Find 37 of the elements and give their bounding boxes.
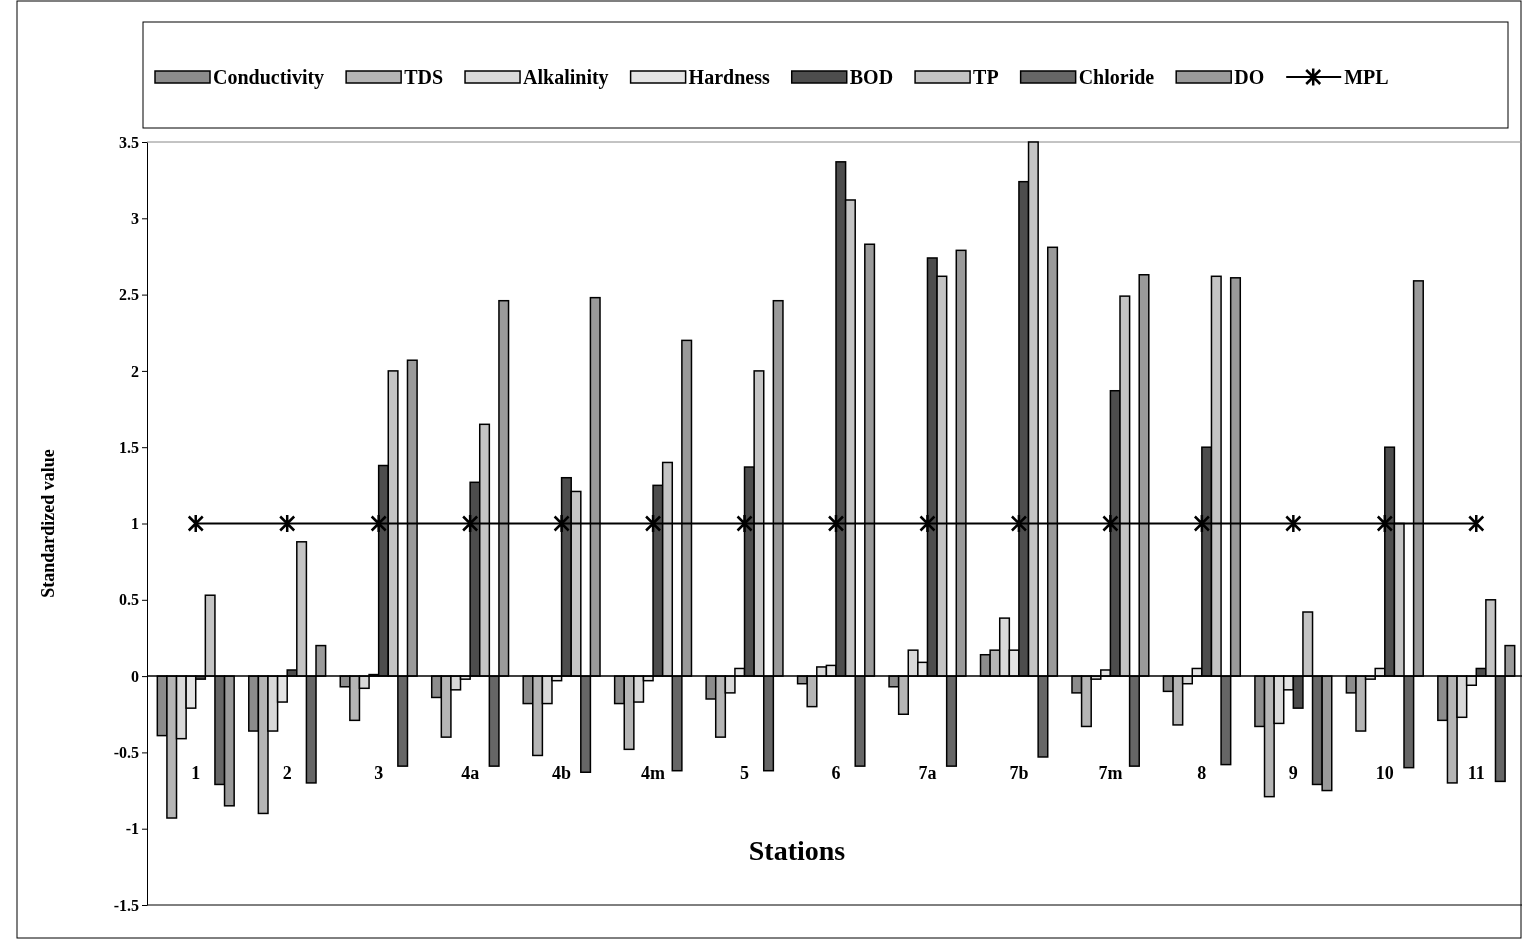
y-tick-label: 2 [131,362,139,380]
x-axis-title: Stations [748,835,846,866]
x-tick-label: 4a [461,763,480,784]
x-tick-label: 6 [831,763,841,784]
x-tick-label: 5 [740,763,750,784]
legend-label: MPL [1344,66,1389,88]
y-tick-label: -1.5 [113,896,139,914]
x-tick-label: 8 [1197,763,1207,784]
x-tick-label: 10 [1375,763,1394,784]
legend-label: Chloride [1078,66,1155,88]
y-tick-label: 2.5 [119,286,139,304]
x-tick-label: 2 [282,763,292,784]
x-tick-label: 9 [1288,763,1298,784]
y-axis-title: Standardized value [38,449,58,598]
x-tick-label: 7b [1009,763,1029,784]
x-tick-label: 1 [191,763,201,784]
y-tick-label: 1.5 [119,438,139,456]
y-tick-label: 0 [131,667,139,685]
x-tick-label: 11 [1467,763,1485,784]
y-tick-label: -1 [125,820,139,838]
y-tick-label: 3.5 [119,133,139,151]
x-tick-label: 3 [374,763,384,784]
y-tick-label: 0.5 [119,591,139,609]
legend-label: DO [1234,66,1265,88]
legend-label: TP [973,66,999,88]
legend-label: Hardness [688,66,770,88]
legend-label: Conductivity [213,66,325,89]
legend-label: TDS [404,66,444,88]
y-tick-label: 3 [131,209,139,227]
x-tick-label: 7a [918,763,937,784]
legend-label: BOD [849,66,894,88]
x-tick-label: 4m [641,763,666,784]
y-tick-label: -0.5 [113,744,139,762]
y-tick-label: 1 [131,515,139,533]
x-tick-label: 4b [552,763,572,784]
x-tick-label: 7m [1098,763,1123,784]
legend-label: Alkalinity [523,66,609,89]
